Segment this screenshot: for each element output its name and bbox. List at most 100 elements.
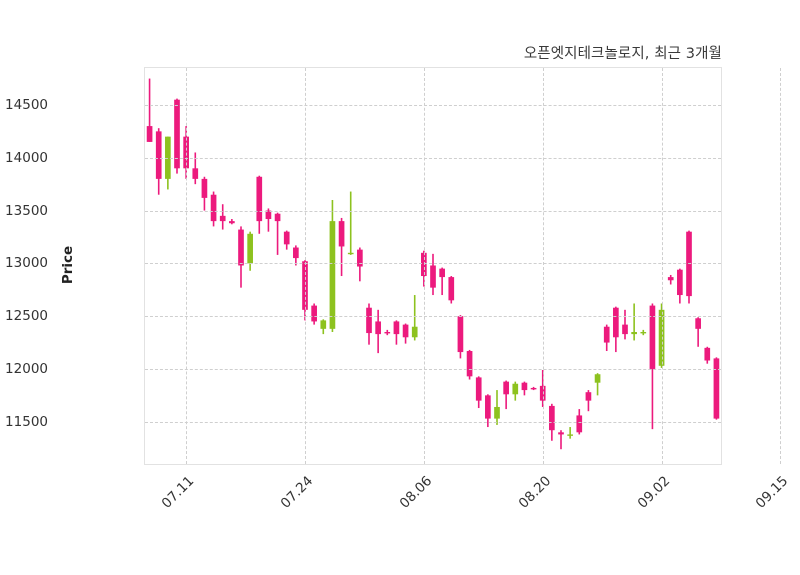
candle-body [347, 252, 354, 255]
candlestick [219, 204, 226, 230]
candle-body [256, 176, 263, 222]
candlestick [155, 128, 162, 195]
x-axis-tick-label: 09.15 [753, 473, 792, 512]
candle-body [311, 305, 317, 322]
candlestick [347, 191, 354, 255]
candle-body [622, 324, 628, 335]
candle-body [293, 247, 299, 259]
x-axis-tick-label: 07.11 [158, 473, 198, 512]
candle-body [375, 321, 381, 335]
x-axis-tick-label: 07.24 [277, 473, 317, 512]
candlestick [613, 306, 619, 353]
candle-body [393, 321, 400, 335]
candle-body [192, 168, 199, 179]
candlestick [530, 386, 537, 391]
candlestick [192, 152, 199, 185]
candlestick [585, 390, 592, 412]
candlestick [667, 274, 674, 285]
candlestick [521, 381, 528, 396]
candlestick [411, 295, 418, 341]
candle-body [384, 332, 391, 334]
candle-body [439, 268, 445, 278]
candle-body [640, 332, 647, 334]
candlestick [384, 329, 391, 336]
candle-body [512, 383, 519, 395]
candle-wick [276, 212, 279, 255]
candle-body [274, 213, 281, 222]
candlestick [201, 176, 208, 211]
gridline-vertical [542, 68, 544, 464]
candle-body [357, 249, 363, 267]
candle-wick [441, 267, 443, 296]
candle-body [146, 126, 153, 142]
candle-wick [267, 208, 270, 232]
candlestick [274, 212, 281, 255]
candle-body [485, 395, 491, 419]
candlestick [174, 98, 180, 174]
candle-body [667, 277, 674, 281]
candle-body [457, 316, 464, 353]
candlestick [631, 303, 637, 341]
gridline-horizontal [145, 263, 721, 265]
candlestick [594, 373, 601, 396]
candle-body [576, 415, 583, 433]
gridline-horizontal [145, 368, 721, 370]
x-axis-tick-label: 09.02 [634, 473, 673, 512]
candle-body [549, 405, 555, 431]
y-axis-tick-label: 13000 [5, 255, 48, 272]
candle-wick [349, 191, 352, 255]
candle-body [649, 305, 656, 369]
candlestick [686, 230, 692, 304]
candlestick [512, 381, 519, 401]
candle-body [174, 99, 180, 169]
candlestick [247, 231, 253, 271]
candle-body [466, 351, 473, 377]
candle-body [558, 432, 564, 435]
candlestick [256, 175, 263, 234]
candlestick [238, 226, 244, 288]
candlestick [366, 303, 372, 345]
candlestick [603, 324, 610, 352]
candle-body [695, 318, 701, 329]
candle-body [503, 381, 509, 395]
candle-body [201, 178, 208, 198]
candlestick [457, 315, 464, 359]
candlestick [695, 317, 701, 347]
candle-body [521, 382, 528, 391]
candlestick [293, 245, 299, 266]
y-axis-label: Price [60, 245, 76, 285]
gridline-horizontal [145, 210, 721, 212]
candle-wick [505, 380, 507, 410]
gridline-vertical [661, 68, 663, 464]
candlestick [704, 346, 711, 364]
candle-body [219, 215, 226, 222]
plot-area [144, 67, 782, 465]
candlestick [402, 323, 409, 344]
gridline-horizontal [145, 421, 721, 423]
candle-body [594, 374, 601, 383]
candlestick [265, 208, 272, 232]
candle-body [613, 307, 619, 338]
y-axis-tick-label: 12000 [5, 360, 48, 377]
candle-body [448, 277, 455, 301]
plot-inner [145, 68, 782, 464]
candle-body [430, 265, 436, 288]
candlestick [439, 267, 445, 296]
candle-body [265, 210, 272, 220]
candle-body [475, 377, 482, 401]
candle-wick [560, 430, 562, 450]
candlestick [713, 357, 720, 420]
x-axis-tick-label: 08.06 [396, 473, 436, 512]
candle-body [494, 406, 500, 419]
candle-body [677, 269, 683, 296]
chart-title: 오픈엣지테크놀로지, 최근 3개월 [523, 46, 722, 62]
candle-body [704, 347, 711, 361]
gridline-vertical [305, 68, 306, 464]
candlestick [649, 303, 656, 430]
candle-body [238, 229, 244, 266]
candlestick [677, 268, 683, 304]
candlestick [229, 219, 235, 225]
candlestick [375, 309, 381, 354]
candlestick [165, 136, 171, 190]
